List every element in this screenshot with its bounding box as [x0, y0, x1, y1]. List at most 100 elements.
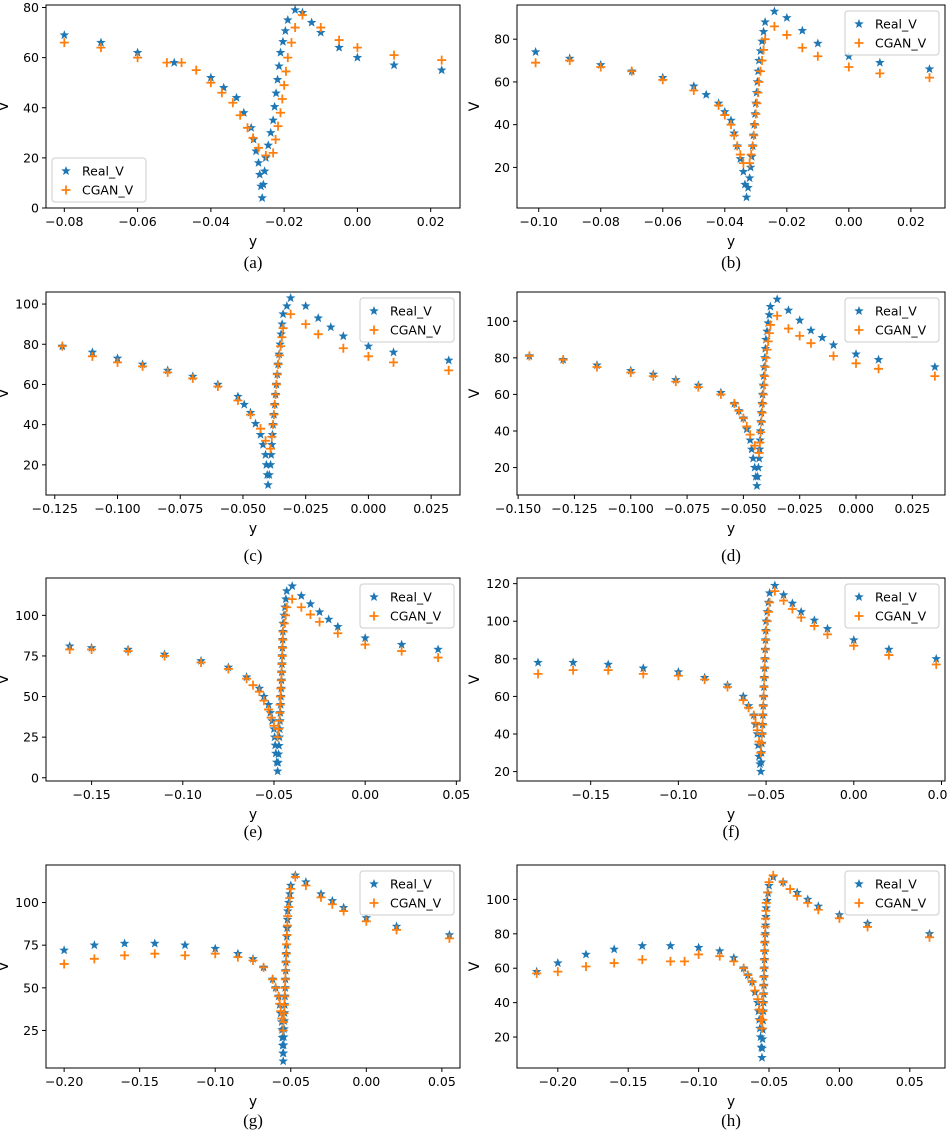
x-tick-label: −0.10	[520, 214, 558, 229]
data-point	[735, 150, 745, 160]
data-point	[752, 471, 763, 481]
legend-label: Real_V	[390, 304, 432, 319]
data-point	[716, 389, 726, 399]
data-point	[444, 933, 454, 943]
legend-marker-cgan	[61, 185, 71, 195]
y-tick-label: 20	[494, 460, 510, 475]
axes-frame	[516, 577, 946, 782]
data-point	[248, 680, 258, 690]
data-point	[609, 958, 619, 968]
x-tick-label: 0.00	[351, 787, 379, 802]
plot-area	[530, 6, 935, 202]
data-point	[313, 329, 323, 339]
data-point	[259, 166, 270, 176]
legend-label: CGAN_V	[875, 323, 927, 338]
data-point	[282, 301, 292, 311]
data-point	[875, 57, 885, 67]
data-point	[530, 47, 541, 57]
data-point	[770, 586, 780, 596]
data-point	[813, 38, 823, 48]
y-tick-label: 80	[23, 0, 39, 15]
data-point	[581, 962, 591, 971]
data-point	[257, 192, 267, 203]
data-point	[133, 53, 143, 63]
data-point	[278, 36, 288, 46]
data-point	[248, 133, 258, 143]
data-point	[760, 34, 770, 44]
data-point	[239, 399, 249, 409]
data-point	[263, 699, 274, 709]
data-point	[397, 646, 407, 656]
data-point	[759, 673, 769, 683]
y-tick-label: 60	[494, 387, 510, 402]
y-tick-label: 20	[494, 764, 510, 779]
legend-label: CGAN_V	[390, 609, 442, 624]
data-point	[739, 963, 749, 973]
x-axis-label: y	[249, 521, 257, 537]
data-point	[59, 30, 70, 40]
data-point	[734, 406, 744, 416]
data-point	[284, 902, 294, 912]
x-tick-label: −0.10	[164, 787, 202, 802]
data-point	[282, 930, 292, 940]
data-point	[282, 602, 292, 612]
x-tick-label: −0.075	[664, 501, 710, 516]
data-point	[270, 400, 280, 410]
data-point	[743, 970, 753, 980]
data-point	[273, 749, 284, 759]
y-tick-label: 25	[23, 730, 39, 745]
data-point	[281, 66, 291, 76]
data-point	[813, 905, 823, 915]
data-point	[758, 26, 769, 36]
data-point	[671, 377, 681, 387]
data-point	[271, 390, 281, 400]
data-point	[875, 68, 885, 78]
data-point	[316, 27, 326, 37]
chart-panel-c: −0.125 −0.100 −0.075 −0.050 −0.025 0.000 0.025…	[0, 291, 461, 565]
data-point	[757, 56, 767, 66]
x-tick-label: 0.025	[413, 501, 449, 516]
data-point	[300, 301, 311, 311]
data-point	[266, 449, 276, 459]
data-point	[740, 179, 750, 189]
data-point	[568, 657, 578, 667]
data-point	[188, 373, 198, 383]
data-point	[361, 916, 371, 926]
x-tick-label: −0.20	[45, 1074, 83, 1089]
data-point	[756, 427, 766, 437]
x-tick-label: 0.00	[825, 1074, 853, 1089]
y-tick-label: 100	[486, 614, 510, 629]
x-tick-label: 0.02	[897, 214, 925, 229]
data-point	[930, 361, 940, 372]
x-tick-label: 0.000	[351, 501, 387, 516]
legend-marker-real	[61, 166, 71, 176]
data-point	[759, 963, 769, 973]
data-point	[233, 396, 243, 406]
data-point	[282, 939, 292, 949]
series-cgan-v	[532, 870, 935, 1033]
data-point	[693, 942, 704, 952]
data-point	[290, 5, 300, 15]
data-point	[389, 50, 399, 60]
data-point	[228, 98, 238, 108]
data-point	[281, 594, 291, 604]
panel-caption: (d)	[721, 546, 741, 565]
data-point	[851, 349, 861, 359]
data-point	[339, 906, 349, 916]
chart-panel-d: −0.150 −0.125 −0.100 −0.075 −0.050 −0.025 0.00…	[467, 291, 946, 565]
data-point	[242, 674, 252, 684]
data-point	[278, 635, 288, 645]
plot-area	[64, 581, 443, 776]
data-point	[722, 682, 732, 692]
x-tick-label: 0.05	[928, 787, 948, 802]
data-point	[884, 650, 894, 660]
axes-frame	[516, 864, 946, 1069]
axes-frame	[516, 291, 946, 496]
data-point	[758, 710, 768, 720]
data-point	[333, 621, 343, 631]
x-tick-label: −0.025	[283, 501, 329, 516]
data-point	[769, 6, 780, 16]
x-axis-label: y	[727, 807, 735, 823]
legend-marker-cgan	[854, 38, 864, 48]
data-point	[259, 691, 269, 701]
